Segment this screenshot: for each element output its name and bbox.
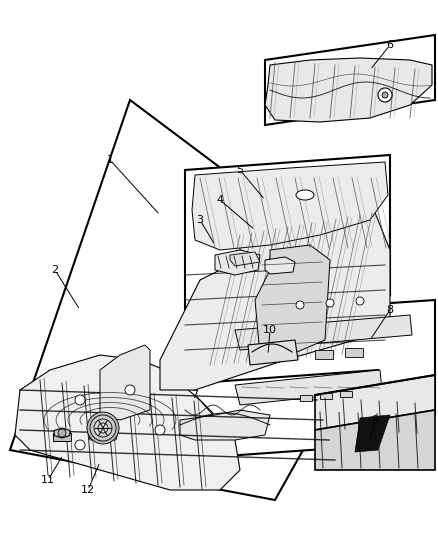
Bar <box>340 391 352 397</box>
Circle shape <box>75 395 85 405</box>
Circle shape <box>90 415 116 441</box>
Text: 1: 1 <box>106 155 113 165</box>
Polygon shape <box>170 370 380 460</box>
Circle shape <box>382 92 388 98</box>
Text: 7: 7 <box>191 390 198 400</box>
Polygon shape <box>215 250 260 275</box>
Polygon shape <box>255 245 330 355</box>
Circle shape <box>98 423 108 433</box>
Polygon shape <box>160 200 390 390</box>
Text: 12: 12 <box>81 485 95 495</box>
Text: 11: 11 <box>41 475 55 485</box>
Circle shape <box>326 299 334 307</box>
Text: 4: 4 <box>216 195 223 205</box>
Polygon shape <box>235 315 412 350</box>
Circle shape <box>75 440 85 450</box>
Circle shape <box>378 88 392 102</box>
Circle shape <box>296 301 304 309</box>
Polygon shape <box>265 35 435 125</box>
Text: 10: 10 <box>263 325 277 335</box>
Ellipse shape <box>296 190 314 200</box>
Circle shape <box>94 419 112 437</box>
Polygon shape <box>265 257 295 274</box>
Polygon shape <box>54 428 70 438</box>
Bar <box>345 348 363 357</box>
Polygon shape <box>100 345 150 420</box>
Text: 2: 2 <box>51 265 59 275</box>
Circle shape <box>356 297 364 305</box>
Text: 5: 5 <box>237 165 244 175</box>
Polygon shape <box>185 155 390 310</box>
Polygon shape <box>230 252 260 266</box>
Circle shape <box>87 412 119 444</box>
Text: 8: 8 <box>386 305 394 315</box>
Bar <box>315 350 333 359</box>
Polygon shape <box>355 415 390 452</box>
Polygon shape <box>87 428 119 440</box>
Text: 6: 6 <box>386 40 393 50</box>
Text: 9: 9 <box>371 415 378 425</box>
Polygon shape <box>315 375 435 430</box>
Polygon shape <box>180 410 270 440</box>
Bar <box>320 393 332 399</box>
Polygon shape <box>215 300 435 430</box>
Polygon shape <box>315 410 435 470</box>
Polygon shape <box>192 162 388 250</box>
Polygon shape <box>15 355 240 490</box>
Polygon shape <box>235 370 382 405</box>
Circle shape <box>58 429 66 437</box>
Polygon shape <box>248 340 298 365</box>
Polygon shape <box>10 100 390 500</box>
Bar <box>300 395 312 401</box>
Text: 3: 3 <box>197 215 204 225</box>
Circle shape <box>155 425 165 435</box>
Polygon shape <box>53 433 71 441</box>
Circle shape <box>125 385 135 395</box>
Polygon shape <box>265 58 432 122</box>
